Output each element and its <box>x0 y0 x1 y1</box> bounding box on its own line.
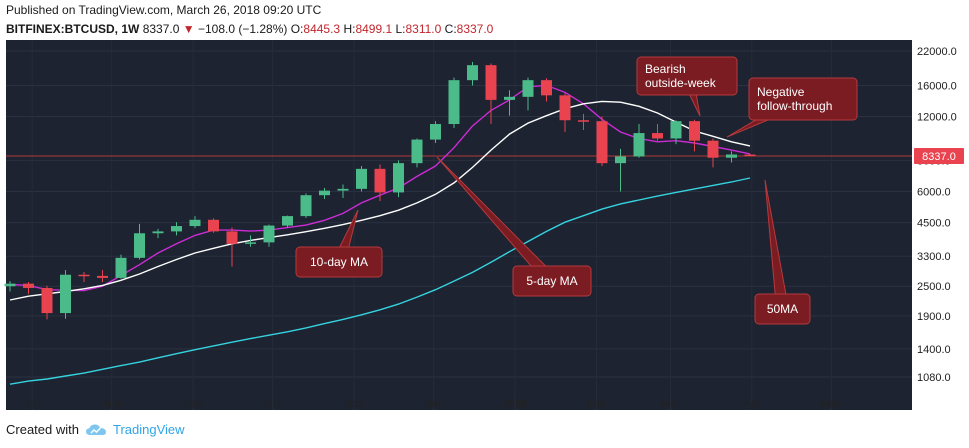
candle-body[interactable] <box>282 216 293 226</box>
callout-label: 50MA <box>767 302 798 316</box>
x-tick-label: Feb <box>587 398 606 410</box>
y-tick-label: 1900.0 <box>917 311 951 323</box>
candle-body[interactable] <box>78 274 90 277</box>
candle-body[interactable] <box>152 231 164 234</box>
x-tick-label: Oct <box>264 398 281 410</box>
candle-body[interactable] <box>652 133 663 139</box>
candle-body[interactable] <box>689 121 700 141</box>
candle-body[interactable] <box>559 95 571 121</box>
candlestick-chart[interactable]: 22000.016000.012000.08000.06000.04500.03… <box>0 40 969 412</box>
candle-body[interactable] <box>263 225 275 243</box>
open-label: O: <box>290 22 304 36</box>
candle-body[interactable] <box>485 65 497 100</box>
tradingview-cloud-icon <box>85 424 106 435</box>
candle-body[interactable] <box>60 274 71 314</box>
candle-body[interactable] <box>245 242 256 244</box>
y-tick-label: 6000.0 <box>917 187 951 199</box>
y-tick-label: 3300.0 <box>917 251 951 263</box>
x-tick-label: May <box>821 398 842 410</box>
candle-body[interactable] <box>726 154 737 158</box>
candle-body[interactable] <box>300 195 312 217</box>
y-tick-label: 4500.0 <box>917 218 951 230</box>
callout-label: 5-day MA <box>526 274 577 288</box>
current-price: 8337.0 <box>142 22 180 36</box>
created-with-label: Created with <box>6 422 79 437</box>
y-tick-label: 2500.0 <box>917 281 951 293</box>
callout-box <box>512 265 592 297</box>
x-tick-label: 2018 <box>503 398 527 410</box>
close-value: 8337.0 <box>456 22 494 36</box>
low-value: 8311.0 <box>405 22 442 36</box>
y-tick-label: 22000.0 <box>917 46 957 58</box>
candle-body[interactable] <box>744 154 756 157</box>
candle-body[interactable] <box>467 65 478 81</box>
candle-body[interactable] <box>356 168 367 189</box>
x-tick-label: Apr <box>743 398 760 410</box>
candle-body[interactable] <box>319 190 330 196</box>
candle-body[interactable] <box>504 96 515 100</box>
callout-label: 10-day MA <box>310 255 368 269</box>
candle-body[interactable] <box>226 231 238 244</box>
callout-box <box>636 56 738 96</box>
candle-body[interactable] <box>615 156 626 164</box>
series-line-50ma <box>9 177 751 385</box>
open-value: 8445.3 <box>303 22 341 36</box>
candle-body[interactable] <box>208 219 219 232</box>
change-arrow-icon: ▼ <box>182 22 195 36</box>
last-price-badge <box>914 147 964 164</box>
candle-body[interactable] <box>578 120 589 122</box>
x-tick-label: Jul <box>25 398 39 410</box>
candle-body[interactable] <box>522 80 534 97</box>
callout-label: Negative <box>757 85 805 99</box>
symbol-name: BITFINEX:BTCUSD, 1W <box>6 22 140 36</box>
callout-label: Bearish <box>645 62 686 76</box>
candle-body[interactable] <box>707 140 719 158</box>
close-label: C: <box>444 22 457 36</box>
symbol-info: BITFINEX:BTCUSD, 1W 8337.0 ▼ −108.0 (−1.… <box>6 22 493 36</box>
candle-body[interactable] <box>633 133 645 157</box>
y-tick-label: 16000.0 <box>917 80 957 92</box>
x-tick-label: Mar <box>661 398 680 410</box>
footer: Created with TradingView <box>6 422 185 437</box>
x-tick-label: Dec <box>424 398 444 410</box>
tradingview-brand[interactable]: TradingView <box>112 422 185 437</box>
candle-body[interactable] <box>374 168 386 193</box>
candle-body[interactable] <box>448 80 460 125</box>
published-info: Published on TradingView.com, March 26, … <box>6 3 322 17</box>
candle-body[interactable] <box>189 219 201 227</box>
candle-body[interactable] <box>23 283 34 288</box>
callout-box <box>295 246 383 278</box>
callout-label: follow-through <box>757 99 832 113</box>
candle-body[interactable] <box>115 257 127 278</box>
y-tick-label: 12000.0 <box>917 112 957 124</box>
candle-body[interactable] <box>411 139 423 164</box>
candle-body[interactable] <box>541 80 552 96</box>
candle-body[interactable] <box>670 121 682 139</box>
candle-body[interactable] <box>337 188 349 191</box>
candle-body[interactable] <box>430 124 441 140</box>
candle-body[interactable] <box>97 275 108 278</box>
candle-body[interactable] <box>134 233 145 258</box>
low-label: L: <box>395 22 406 36</box>
x-tick-label: Sep <box>183 398 203 410</box>
candle-body[interactable] <box>41 287 53 314</box>
y-tick-label: 1080.0 <box>917 372 951 384</box>
high-value: 8499.1 <box>355 22 393 36</box>
candle-body[interactable] <box>4 283 16 287</box>
y-tick-label: 1400.0 <box>917 344 951 356</box>
candle-body[interactable] <box>596 121 608 164</box>
x-tick-label: Aug <box>102 398 122 410</box>
series-line-10-day-ma <box>9 100 751 301</box>
candle-body[interactable] <box>171 226 182 232</box>
high-label: H: <box>343 22 356 36</box>
candle-body[interactable] <box>393 163 404 193</box>
price-change: −108.0 (−1.28%) <box>197 22 288 36</box>
callout-box <box>748 77 858 121</box>
last-price-label: 8337.0 <box>922 151 956 163</box>
callout-label: outside-week <box>645 76 717 90</box>
x-tick-label: Nov <box>344 398 364 410</box>
callout-box <box>754 293 811 325</box>
